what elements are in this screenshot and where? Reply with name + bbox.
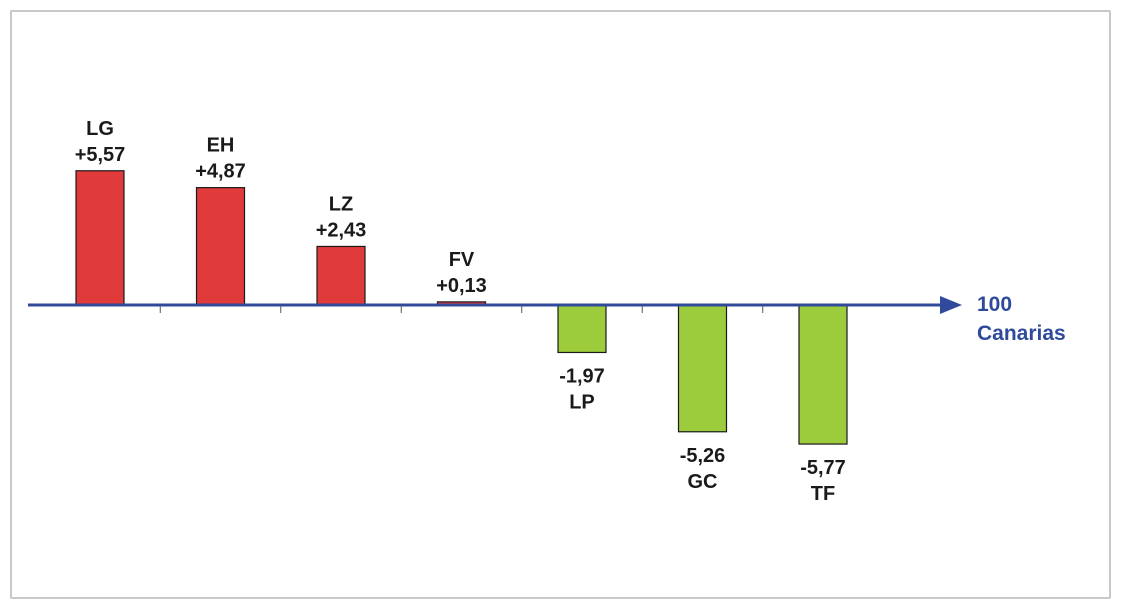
axis-ticks-group (159, 305, 764, 313)
labels-group: LG +5,57 EH +4,87 LZ +2,43 FV +0,13 -1,97 LP -5,26… (75, 118, 846, 505)
bar-lp (557, 304, 607, 354)
category-label-gc: GC (688, 471, 718, 493)
category-label-fv: FV (449, 249, 475, 271)
bar-tf (798, 304, 848, 445)
value-label-eh: +4,87 (195, 161, 246, 183)
category-label-eh: EH (207, 135, 235, 157)
value-label-lz: +2,43 (316, 219, 367, 241)
value-label-lg: +5,57 (75, 144, 126, 166)
bars-group (75, 170, 848, 445)
value-label-tf: -5,77 (800, 457, 846, 479)
value-label-lp: -1,97 (559, 365, 605, 387)
axis-label-name: Canarias (977, 322, 1066, 345)
axis-group: 100 Canarias (28, 293, 1066, 345)
bar-lg (75, 170, 125, 306)
category-label-lz: LZ (329, 193, 353, 215)
bar-eh (195, 187, 246, 306)
category-label-lp: LP (569, 391, 595, 413)
value-label-fv: +0,13 (436, 275, 487, 297)
value-label-gc: -5,26 (680, 445, 726, 467)
bar-lz (316, 245, 366, 306)
bar-gc (677, 304, 728, 433)
category-label-tf: TF (811, 483, 835, 505)
category-label-lg: LG (86, 118, 114, 140)
axis-label-value: 100 (977, 293, 1012, 316)
x-axis-arrowhead (940, 296, 962, 314)
